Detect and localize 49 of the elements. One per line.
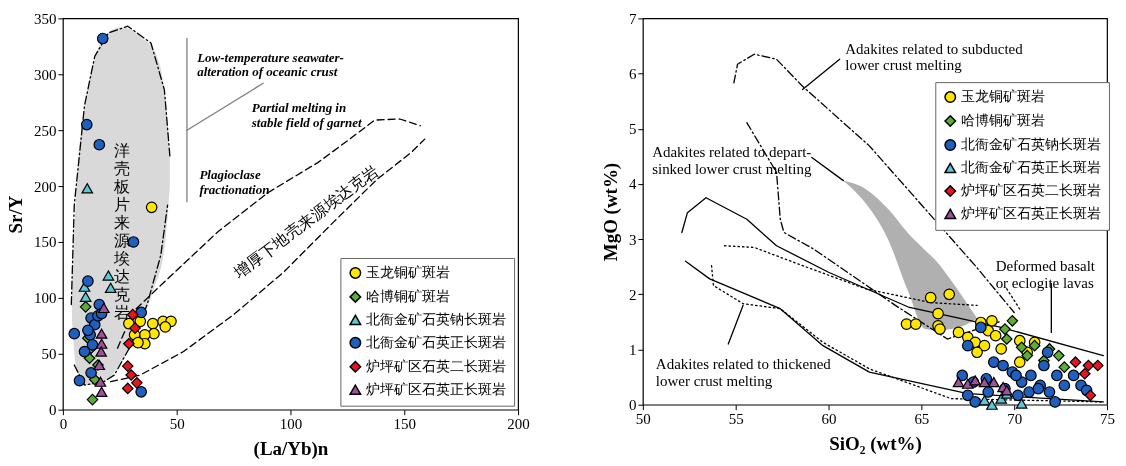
- x-axis-title: (La/Yb)n: [253, 438, 329, 461]
- legend-label: 哈博铜矿斑岩: [366, 287, 451, 304]
- legend-label: 炉坪矿区石英正长斑岩: [366, 380, 507, 397]
- annotation: Adakites related to depart- sinked lower crust melting: [652, 144, 812, 178]
- x-tick-label: 75: [1100, 411, 1116, 428]
- legend-label: 北衙金矿石英正长斑岩: [961, 158, 1102, 175]
- x-tick-label: 60: [821, 411, 837, 428]
- legend-label: 北衙金矿石英正长斑岩: [366, 333, 507, 350]
- y-tick-label: 5: [628, 121, 637, 138]
- y-tick-label: 3: [628, 231, 637, 248]
- y-tick-label: 6: [628, 66, 637, 83]
- y-tick-label: 300: [33, 66, 57, 83]
- annotation: Low-temperature seawater- alteration of oceanic crust: [196, 49, 344, 80]
- y-tick-label: 0: [628, 397, 637, 414]
- x-tick-label: 50: [169, 416, 185, 433]
- y-tick-label: 4: [628, 176, 637, 193]
- x-tick-label: 150: [393, 416, 417, 433]
- y-tick-label: 250: [33, 122, 57, 139]
- annotation: Deformed basalt or eclogite lavas: [995, 257, 1096, 291]
- y-axis-title: MgO (wt%): [599, 162, 622, 262]
- y-tick-label: 100: [33, 290, 57, 307]
- x-tick-label: 65: [914, 411, 930, 428]
- legend-label: 玉龙铜矿斑岩: [366, 263, 451, 280]
- annotation: Plagioclase fractionation: [199, 166, 270, 197]
- legend-label: 炉坪矿区石英二长斑岩: [961, 181, 1102, 198]
- legend-label: 炉坪矿区石英二长斑岩: [366, 357, 507, 374]
- legend-label: 北衙金矿石英钠长斑岩: [366, 310, 507, 327]
- x-tick-label: 100: [279, 416, 303, 433]
- annotation: Adakites related to thickened lower crust melting: [655, 355, 832, 389]
- x-tick-label: 200: [507, 416, 530, 433]
- annotation: Adakites related to subducted lower crust melting: [845, 40, 1024, 74]
- x-tick-label: 55: [728, 411, 744, 428]
- x-tick-label: 70: [1007, 411, 1023, 428]
- y-tick-label: 2: [628, 286, 637, 303]
- y-tick-label: 1: [628, 342, 637, 358]
- x-axis-title: SiO₂ (wt%): [829, 433, 922, 456]
- y-tick-label: 150: [33, 234, 57, 251]
- legend-label: 炉坪矿区石英正长斑岩: [961, 204, 1102, 221]
- y-tick-label: 7: [628, 10, 637, 27]
- legend-label: 玉龙铜矿斑岩: [961, 88, 1046, 105]
- legend-label: 北衙金矿石英钠长斑岩: [961, 136, 1102, 152]
- annotation: Partial melting in stable field of garnet: [250, 100, 363, 131]
- y-axis-title: Sr/Y: [4, 195, 26, 234]
- legend-label: 哈博铜矿斑岩: [961, 112, 1046, 129]
- y-tick-label: 350: [33, 10, 57, 27]
- y-tick-label: 200: [33, 178, 57, 195]
- text: 洋壳板片来源埃达克岩: [114, 141, 131, 323]
- y-tick-label: 50: [41, 346, 57, 363]
- x-tick-label: 0: [59, 416, 68, 433]
